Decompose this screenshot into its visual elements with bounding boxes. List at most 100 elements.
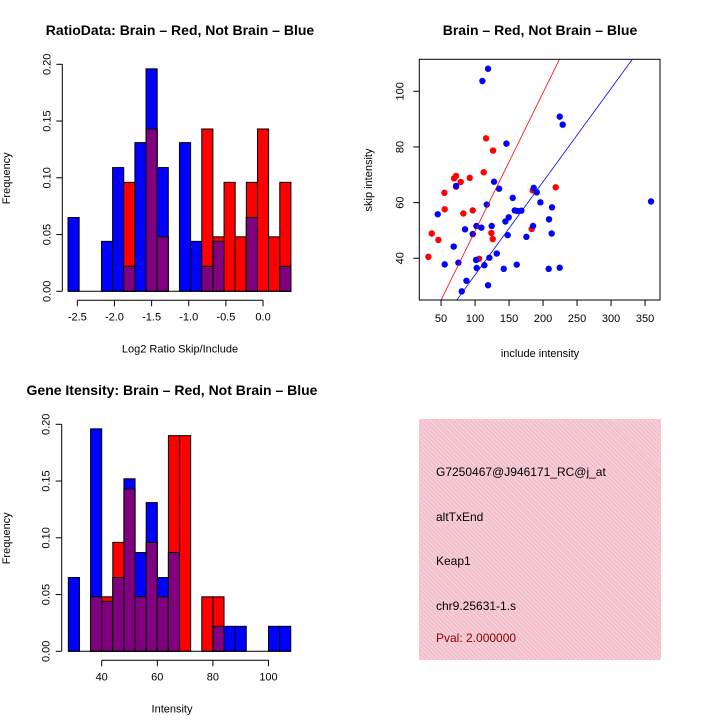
bar-overlap: [112, 577, 125, 652]
point-not-brain: [481, 262, 488, 269]
point-brain: [469, 207, 476, 214]
point-brain: [480, 169, 487, 176]
y-tick-label: 0.05: [41, 584, 53, 605]
x-tick-label: -1.0: [179, 311, 198, 323]
gene-name-text: Keap1: [436, 554, 471, 568]
bar-overlap: [212, 240, 225, 292]
point-not-brain: [545, 216, 553, 223]
bar-brain: [256, 128, 270, 292]
x-tick-label: 50: [435, 313, 447, 325]
x-axis-label: include intensity: [501, 348, 580, 360]
point-brain: [552, 184, 559, 191]
x-tick-label: 150: [500, 313, 518, 325]
point-not-brain: [556, 264, 563, 271]
x-tick-label: -2.0: [105, 311, 124, 323]
point-not-brain: [488, 222, 495, 230]
point-not-brain: [505, 214, 512, 221]
point-brain: [435, 236, 442, 244]
bar-not-brain: [223, 625, 236, 652]
point-brain: [441, 189, 448, 197]
point-brain: [441, 206, 448, 213]
point-not-brain: [483, 201, 490, 208]
point-not-brain: [450, 243, 457, 250]
y-tick-label: 0.15: [41, 470, 53, 491]
bar-overlap: [101, 600, 114, 652]
fit-line-brain: [440, 59, 560, 300]
y-tick-label: 0.10: [41, 167, 53, 188]
bar-brain: [179, 435, 192, 652]
x-tick-label: 60: [151, 671, 163, 683]
point-not-brain: [556, 113, 563, 120]
point-not-brain: [478, 224, 485, 231]
y-axis-label: skip intensity: [363, 148, 375, 211]
point-not-brain: [513, 261, 520, 268]
bar-overlap: [245, 217, 258, 292]
bar-not-brain: [67, 577, 80, 652]
point-not-brain: [529, 222, 537, 230]
y-tick-label: 0.20: [41, 414, 53, 435]
point-brain: [428, 230, 435, 237]
point-not-brain: [486, 254, 493, 261]
point-not-brain: [503, 140, 510, 147]
point-not-brain: [490, 178, 498, 185]
point-not-brain: [559, 121, 566, 128]
y-axis-label: Frequency: [1, 152, 13, 204]
point-brain: [488, 229, 495, 237]
y-tick-label: 0.15: [41, 110, 53, 131]
y-tick-label: 60: [394, 196, 406, 208]
point-not-brain: [493, 250, 500, 257]
point-not-brain: [545, 265, 552, 273]
x-tick-label: -0.5: [216, 311, 235, 323]
bar-overlap: [123, 265, 136, 292]
bar-overlap: [145, 541, 158, 652]
pval-text: Pval: 2.000000: [436, 631, 517, 645]
y-tick-label: 0.10: [41, 527, 53, 548]
point-not-brain: [500, 265, 507, 273]
chart-title: Gene Itensity: Brain – Red, Not Brain – …: [27, 382, 318, 398]
bar-brain: [201, 596, 214, 652]
point-not-brain: [548, 204, 556, 211]
info-panel: [419, 419, 661, 660]
point-not-brain: [533, 189, 540, 196]
probe-id-text: G7250467@J946171_RC@j_at: [436, 465, 606, 479]
point-not-brain: [452, 182, 460, 190]
bar-not-brain: [67, 217, 80, 292]
point-brain: [466, 174, 473, 182]
x-axis-label: Intensity: [152, 703, 193, 715]
point-not-brain: [537, 199, 544, 206]
point-not-brain: [473, 264, 480, 272]
x-tick-label: 100: [466, 313, 484, 325]
bar-not-brain: [134, 142, 147, 292]
point-not-brain: [484, 65, 492, 72]
bar-not-brain: [279, 625, 292, 652]
point-not-brain: [647, 198, 655, 205]
bar-brain: [268, 236, 281, 292]
point-brain: [425, 253, 432, 261]
point-not-brain: [504, 231, 511, 239]
point-not-brain: [484, 282, 492, 289]
x-tick-label: 300: [602, 313, 620, 325]
y-tick-label: 0.00: [41, 641, 53, 662]
point-not-brain: [458, 288, 465, 295]
bar-not-brain: [268, 625, 281, 652]
bar-overlap: [212, 625, 225, 652]
y-tick-label: 100: [394, 82, 406, 100]
x-axis-label: Log2 Ratio Skip/Include: [122, 343, 238, 355]
bar-brain: [234, 236, 247, 292]
point-not-brain: [441, 261, 448, 268]
bar-not-brain: [234, 625, 247, 652]
bar-not-brain: [112, 167, 125, 292]
y-axis-label: Frequency: [1, 512, 13, 564]
point-not-brain: [495, 185, 503, 192]
x-tick-label: -2.5: [68, 311, 87, 323]
bar-overlap: [123, 488, 136, 652]
point-brain: [489, 147, 497, 154]
bar-overlap: [201, 265, 214, 292]
bar-overlap: [167, 552, 181, 652]
x-tick-label: 0.0: [255, 311, 270, 323]
point-not-brain: [548, 230, 555, 237]
chart-title: Brain – Red, Not Brain – Blue: [443, 22, 638, 38]
point-brain: [450, 175, 458, 182]
y-tick-label: 80: [394, 141, 406, 153]
